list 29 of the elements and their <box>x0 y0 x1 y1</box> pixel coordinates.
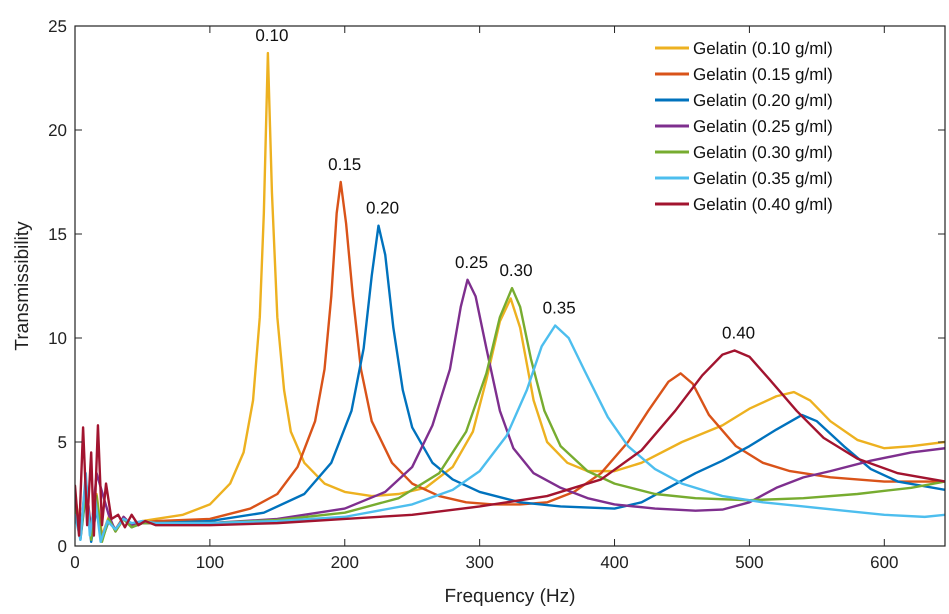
annotation: 0.15 <box>328 155 362 174</box>
legend-label: Gelatin (0.10 g/ml) <box>693 38 833 58</box>
y-tick-label: 25 <box>48 16 67 36</box>
annotation: 0.30 <box>499 261 533 280</box>
legend-label: Gelatin (0.30 g/ml) <box>693 142 833 162</box>
legend-label: Gelatin (0.25 g/ml) <box>693 116 833 136</box>
legend-label: Gelatin (0.15 g/ml) <box>693 64 833 84</box>
x-tick-label: 600 <box>870 553 898 572</box>
annotation: 0.35 <box>542 298 576 318</box>
annotation: 0.20 <box>366 198 400 218</box>
y-tick-label: 10 <box>48 328 67 348</box>
annotation: 0.10 <box>255 26 288 46</box>
legend-label: Gelatin (0.20 g/ml) <box>693 90 833 110</box>
x-tick-label: 100 <box>196 553 224 572</box>
x-tick-label: 300 <box>465 553 494 572</box>
annotation: 0.40 <box>722 323 756 342</box>
y-tick-label: 15 <box>48 224 67 244</box>
y-tick-label: 0 <box>58 536 67 556</box>
x-axis-title: Frequency (Hz) <box>444 586 576 607</box>
y-tick-label: 20 <box>48 120 67 140</box>
annotation: 0.25 <box>454 252 488 272</box>
y-tick-label: 5 <box>58 432 67 452</box>
y-axis-title: Transmissibility <box>12 220 33 351</box>
legend-label: Gelatin (0.35 g/ml) <box>693 168 833 188</box>
legend-label: Gelatin (0.40 g/ml) <box>693 194 833 214</box>
x-tick-label: 400 <box>600 553 629 572</box>
x-tick-label: 200 <box>330 553 359 572</box>
x-tick-label: 500 <box>735 553 764 572</box>
x-tick-label: 0 <box>70 553 80 572</box>
